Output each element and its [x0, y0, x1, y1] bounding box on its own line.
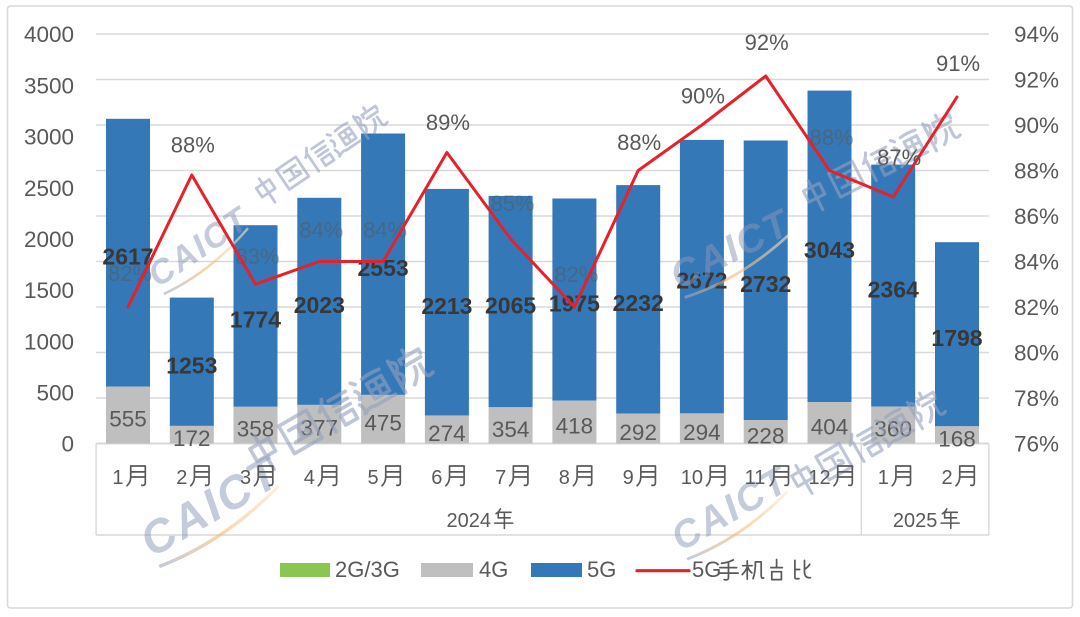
svg-text:88%: 88% [809, 125, 853, 150]
svg-text:82%: 82% [1014, 295, 1059, 320]
svg-text:2065: 2065 [485, 292, 536, 318]
svg-text:91%: 91% [936, 51, 980, 76]
svg-text:5G: 5G [587, 557, 616, 582]
svg-text:12: 12 [808, 467, 830, 489]
svg-text:11: 11 [745, 467, 766, 489]
svg-text:3000: 3000 [24, 125, 74, 150]
svg-text:2617: 2617 [102, 243, 153, 269]
svg-text:3: 3 [240, 467, 251, 489]
svg-text:1798: 1798 [931, 325, 982, 351]
svg-text:2364: 2364 [868, 276, 919, 302]
svg-text:94%: 94% [1014, 22, 1059, 47]
svg-text:0: 0 [61, 432, 74, 457]
svg-text:88%: 88% [617, 130, 661, 155]
svg-text:90%: 90% [1014, 113, 1059, 138]
svg-text:85%: 85% [491, 191, 535, 216]
svg-text:8: 8 [559, 467, 570, 489]
svg-text:475: 475 [364, 411, 402, 436]
svg-text:172: 172 [173, 426, 211, 451]
svg-text:82%: 82% [554, 262, 598, 287]
svg-text:2232: 2232 [613, 290, 664, 316]
svg-text:418: 418 [556, 414, 594, 439]
svg-text:5: 5 [368, 467, 379, 489]
svg-text:555: 555 [109, 407, 147, 432]
svg-text:2000: 2000 [24, 227, 74, 252]
svg-text:500: 500 [36, 381, 74, 406]
svg-text:86%: 86% [1014, 204, 1059, 229]
svg-text:1: 1 [878, 467, 889, 489]
svg-text:6: 6 [431, 467, 442, 489]
svg-text:88%: 88% [1014, 159, 1059, 184]
svg-text:2023: 2023 [294, 292, 345, 318]
svg-text:7: 7 [495, 467, 506, 489]
svg-text:89%: 89% [426, 110, 470, 135]
svg-text:1774: 1774 [230, 307, 281, 333]
svg-text:87%: 87% [877, 145, 921, 170]
svg-text:228: 228 [747, 423, 785, 448]
svg-text:4: 4 [304, 467, 315, 489]
svg-text:292: 292 [619, 420, 657, 445]
svg-text:2: 2 [176, 467, 187, 489]
svg-text:2500: 2500 [24, 176, 74, 201]
svg-text:2213: 2213 [421, 293, 472, 319]
svg-text:1000: 1000 [24, 329, 74, 354]
svg-text:10: 10 [681, 467, 703, 489]
svg-text:78%: 78% [1014, 386, 1059, 411]
svg-text:9: 9 [623, 467, 634, 489]
svg-text:83%: 83% [235, 244, 279, 269]
svg-text:1: 1 [112, 467, 123, 489]
svg-text:90%: 90% [681, 83, 725, 108]
svg-text:2G/3G: 2G/3G [335, 557, 400, 582]
svg-text:294: 294 [683, 420, 721, 445]
svg-text:2672: 2672 [676, 267, 727, 293]
svg-text:2024: 2024 [447, 510, 492, 532]
svg-text:76%: 76% [1014, 432, 1059, 457]
svg-text:80%: 80% [1014, 341, 1059, 366]
svg-text:354: 354 [492, 417, 530, 442]
svg-text:92%: 92% [745, 30, 789, 55]
svg-text:3043: 3043 [804, 237, 855, 263]
svg-text:2732: 2732 [740, 271, 791, 297]
svg-text:84%: 84% [363, 217, 407, 242]
svg-text:404: 404 [811, 414, 849, 439]
svg-text:1253: 1253 [166, 353, 217, 379]
svg-text:4000: 4000 [24, 22, 74, 47]
svg-text:84%: 84% [1014, 250, 1059, 275]
svg-text:3500: 3500 [24, 73, 74, 98]
svg-text:1500: 1500 [24, 278, 74, 303]
svg-text:168: 168 [938, 426, 976, 451]
svg-text:84%: 84% [299, 217, 343, 242]
svg-text:5G: 5G [692, 557, 721, 582]
svg-text:92%: 92% [1014, 68, 1059, 93]
svg-text:2: 2 [942, 467, 953, 489]
svg-text:4G: 4G [479, 557, 508, 582]
svg-text:2025: 2025 [893, 510, 938, 532]
svg-text:88%: 88% [171, 132, 215, 157]
svg-text:274: 274 [428, 421, 466, 446]
